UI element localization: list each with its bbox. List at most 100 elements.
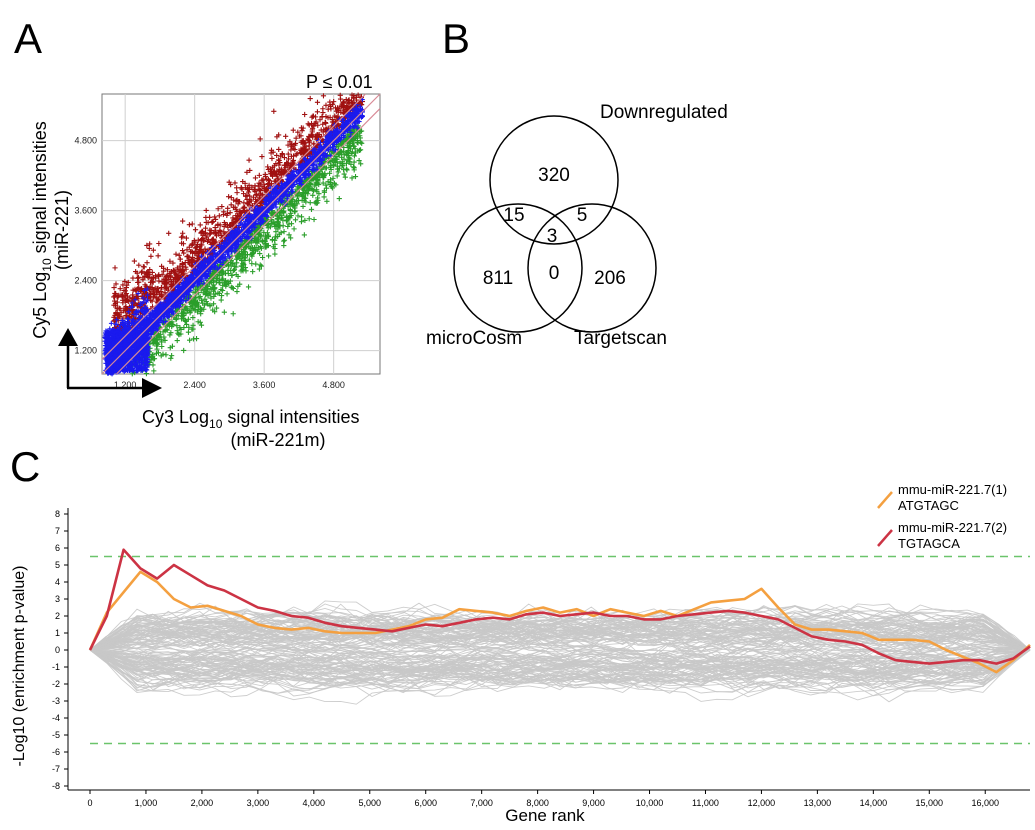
scatter-point	[127, 323, 133, 328]
scatter-point	[306, 173, 312, 178]
scatter-point	[273, 234, 279, 240]
scatter-point	[162, 290, 168, 296]
scatter-point	[234, 185, 240, 191]
scatter-point	[317, 117, 323, 123]
scatter-point	[200, 290, 206, 296]
scatter-point	[183, 264, 189, 270]
scatter-point	[233, 264, 239, 270]
scatter-point	[257, 191, 263, 197]
scatter-point	[289, 185, 294, 191]
scatter-point	[265, 195, 271, 201]
scatter-point	[243, 252, 249, 258]
scatter-point	[164, 267, 171, 273]
scatter-point	[178, 270, 185, 276]
scatter-point	[165, 313, 171, 319]
scatter-point	[336, 151, 342, 157]
scatter-point	[164, 326, 170, 333]
scatter-point	[198, 242, 204, 248]
scatter-point	[310, 192, 316, 198]
scatter-point	[145, 274, 151, 281]
scatter-point	[297, 165, 303, 171]
scatter-point	[142, 282, 148, 288]
scatter-point	[206, 270, 211, 276]
scatter-point	[281, 237, 288, 243]
scatter-point	[323, 182, 329, 188]
scatter-point	[113, 291, 119, 297]
scatter-point	[331, 144, 337, 149]
scatter-point	[154, 289, 160, 295]
scatter-point	[249, 261, 255, 267]
scatter-point	[123, 290, 129, 297]
scatter-point	[337, 96, 344, 102]
scatter-point	[197, 294, 203, 300]
scatter-point	[257, 262, 263, 268]
scatter-point	[131, 312, 137, 317]
scatter-point	[235, 273, 241, 280]
scatter-point	[285, 151, 291, 157]
scatter-point	[256, 180, 262, 186]
scatter-point	[179, 298, 184, 303]
scatter-point	[324, 153, 330, 159]
scatter-point	[117, 306, 123, 312]
scatter-point	[202, 260, 208, 265]
scatter-point	[248, 198, 254, 204]
scatter-point	[265, 221, 271, 228]
scatter-point	[168, 290, 174, 296]
scatter-point	[327, 181, 333, 188]
scatter-point	[125, 319, 131, 325]
scatter-point	[169, 310, 175, 316]
scatter-point	[182, 318, 188, 324]
scatter-point	[352, 173, 359, 180]
scatter-point	[294, 198, 300, 204]
scatter-point	[195, 237, 201, 243]
scatter-point	[267, 224, 274, 230]
scatter-point	[253, 235, 259, 241]
scatter-point	[182, 259, 188, 266]
scatter-point	[221, 219, 227, 226]
scatter-point	[276, 231, 282, 237]
scatter-point	[219, 269, 225, 275]
scatter-point	[161, 300, 167, 306]
scatter-point	[318, 160, 324, 166]
scatter-point	[330, 175, 336, 181]
scatter-point	[227, 210, 233, 216]
scatter-point	[274, 152, 280, 159]
scatter-point	[220, 276, 226, 282]
scatter-point	[269, 173, 276, 179]
scatter-point	[261, 184, 268, 190]
scatter-point	[122, 298, 128, 304]
scatter-point	[285, 142, 291, 148]
scatter-point	[299, 128, 305, 134]
scatter-point	[254, 192, 260, 198]
scatter-point	[351, 95, 357, 101]
scatter-point	[307, 180, 313, 186]
scatter-point	[307, 154, 313, 159]
scatter-point	[148, 253, 154, 259]
scatter-point	[277, 160, 283, 166]
scatter-point	[217, 280, 223, 286]
scatter-point	[269, 220, 275, 226]
scatter-point	[257, 250, 263, 257]
scatter-point	[188, 262, 194, 268]
scatter-point	[274, 188, 280, 194]
scatter-point	[341, 133, 347, 138]
scatter-point	[322, 144, 328, 149]
scatter-point	[120, 282, 126, 288]
scatter-point	[239, 235, 245, 241]
scatter-point	[221, 209, 227, 215]
scatter-point	[208, 295, 214, 301]
scatter-point	[301, 146, 308, 153]
scatter-point	[197, 247, 204, 253]
scatter-point	[236, 253, 242, 260]
scatter-point	[166, 323, 172, 329]
scatter-point	[321, 154, 327, 160]
scatter-point	[207, 239, 213, 246]
scatter-point	[221, 309, 227, 315]
scatter-point	[310, 167, 315, 172]
scatter-point	[132, 297, 138, 303]
scatter-point	[184, 321, 190, 328]
scatter-point	[140, 295, 146, 301]
scatter-point	[172, 275, 178, 281]
scatter-point	[167, 345, 173, 351]
scatter-point	[156, 333, 162, 339]
